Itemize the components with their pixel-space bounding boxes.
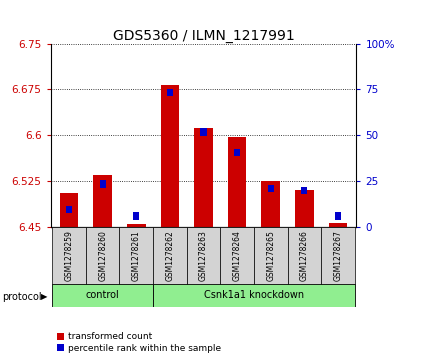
Bar xyxy=(133,212,139,220)
Bar xyxy=(100,180,106,188)
Bar xyxy=(161,85,179,227)
Bar xyxy=(52,284,153,307)
Bar xyxy=(261,181,280,227)
Text: Csnk1a1 knockdown: Csnk1a1 knockdown xyxy=(204,290,304,301)
Bar xyxy=(86,227,120,285)
Bar xyxy=(220,227,254,285)
Bar xyxy=(120,227,153,285)
Bar xyxy=(234,149,240,156)
Bar xyxy=(321,227,355,285)
Bar xyxy=(335,212,341,220)
Bar xyxy=(201,129,206,136)
Text: ▶: ▶ xyxy=(40,292,47,301)
Bar xyxy=(187,227,220,285)
Bar xyxy=(167,89,173,96)
Bar xyxy=(301,187,307,194)
Bar xyxy=(60,193,78,227)
Text: control: control xyxy=(86,290,120,301)
Text: GSM1278265: GSM1278265 xyxy=(266,231,275,281)
Text: protocol: protocol xyxy=(2,291,42,302)
Text: GSM1278264: GSM1278264 xyxy=(233,231,242,281)
Bar xyxy=(52,227,86,285)
Text: GSM1278266: GSM1278266 xyxy=(300,231,309,281)
Bar xyxy=(66,206,72,213)
Bar xyxy=(287,227,321,285)
Bar xyxy=(329,223,347,227)
Bar xyxy=(127,224,146,227)
Text: GSM1278262: GSM1278262 xyxy=(165,231,174,281)
Text: GSM1278260: GSM1278260 xyxy=(98,231,107,281)
Bar xyxy=(254,227,287,285)
Legend: transformed count, percentile rank within the sample: transformed count, percentile rank withi… xyxy=(53,329,225,357)
Text: GSM1278267: GSM1278267 xyxy=(334,231,342,281)
Bar xyxy=(153,227,187,285)
Bar xyxy=(194,128,213,227)
Text: GSM1278261: GSM1278261 xyxy=(132,231,141,281)
Bar xyxy=(153,284,355,307)
Text: GSM1278259: GSM1278259 xyxy=(65,231,73,281)
Text: GSM1278263: GSM1278263 xyxy=(199,231,208,281)
Bar xyxy=(93,175,112,227)
Bar xyxy=(228,137,246,227)
Bar xyxy=(268,185,274,192)
Title: GDS5360 / ILMN_1217991: GDS5360 / ILMN_1217991 xyxy=(113,29,294,42)
Bar xyxy=(295,190,314,227)
